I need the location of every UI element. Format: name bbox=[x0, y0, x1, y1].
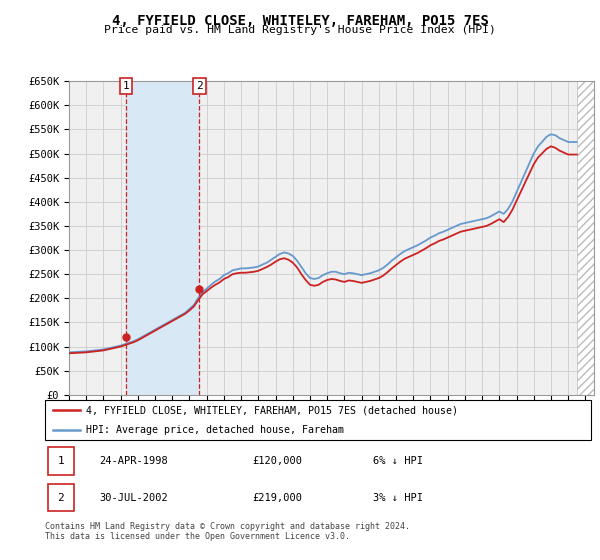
Text: 4, FYFIELD CLOSE, WHITELEY, FAREHAM, PO15 7ES: 4, FYFIELD CLOSE, WHITELEY, FAREHAM, PO1… bbox=[112, 14, 488, 28]
Text: 2: 2 bbox=[196, 81, 203, 91]
Text: £120,000: £120,000 bbox=[253, 456, 302, 466]
Text: 1: 1 bbox=[58, 456, 64, 466]
Bar bbox=[126, 81, 199, 395]
Text: 1: 1 bbox=[122, 81, 130, 91]
Bar bbox=[577, 81, 594, 395]
Text: Contains HM Land Registry data © Crown copyright and database right 2024.
This d: Contains HM Land Registry data © Crown c… bbox=[45, 522, 410, 542]
Text: 24-APR-1998: 24-APR-1998 bbox=[100, 456, 169, 466]
Text: HPI: Average price, detached house, Fareham: HPI: Average price, detached house, Fare… bbox=[86, 425, 344, 435]
Text: 3% ↓ HPI: 3% ↓ HPI bbox=[373, 493, 422, 503]
Text: 30-JUL-2002: 30-JUL-2002 bbox=[100, 493, 169, 503]
Text: Price paid vs. HM Land Registry's House Price Index (HPI): Price paid vs. HM Land Registry's House … bbox=[104, 25, 496, 35]
FancyBboxPatch shape bbox=[48, 484, 74, 511]
FancyBboxPatch shape bbox=[45, 400, 591, 440]
FancyBboxPatch shape bbox=[48, 447, 74, 475]
Text: 4, FYFIELD CLOSE, WHITELEY, FAREHAM, PO15 7ES (detached house): 4, FYFIELD CLOSE, WHITELEY, FAREHAM, PO1… bbox=[86, 405, 458, 415]
Text: 6% ↓ HPI: 6% ↓ HPI bbox=[373, 456, 422, 466]
Text: 2: 2 bbox=[58, 493, 64, 503]
Text: £219,000: £219,000 bbox=[253, 493, 302, 503]
